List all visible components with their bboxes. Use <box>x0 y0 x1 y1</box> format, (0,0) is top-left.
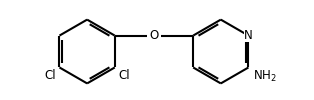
Text: Cl: Cl <box>44 69 56 82</box>
Text: Cl: Cl <box>118 69 130 82</box>
Text: NH$_2$: NH$_2$ <box>253 69 277 84</box>
Text: O: O <box>149 29 159 42</box>
Text: N: N <box>244 29 253 42</box>
